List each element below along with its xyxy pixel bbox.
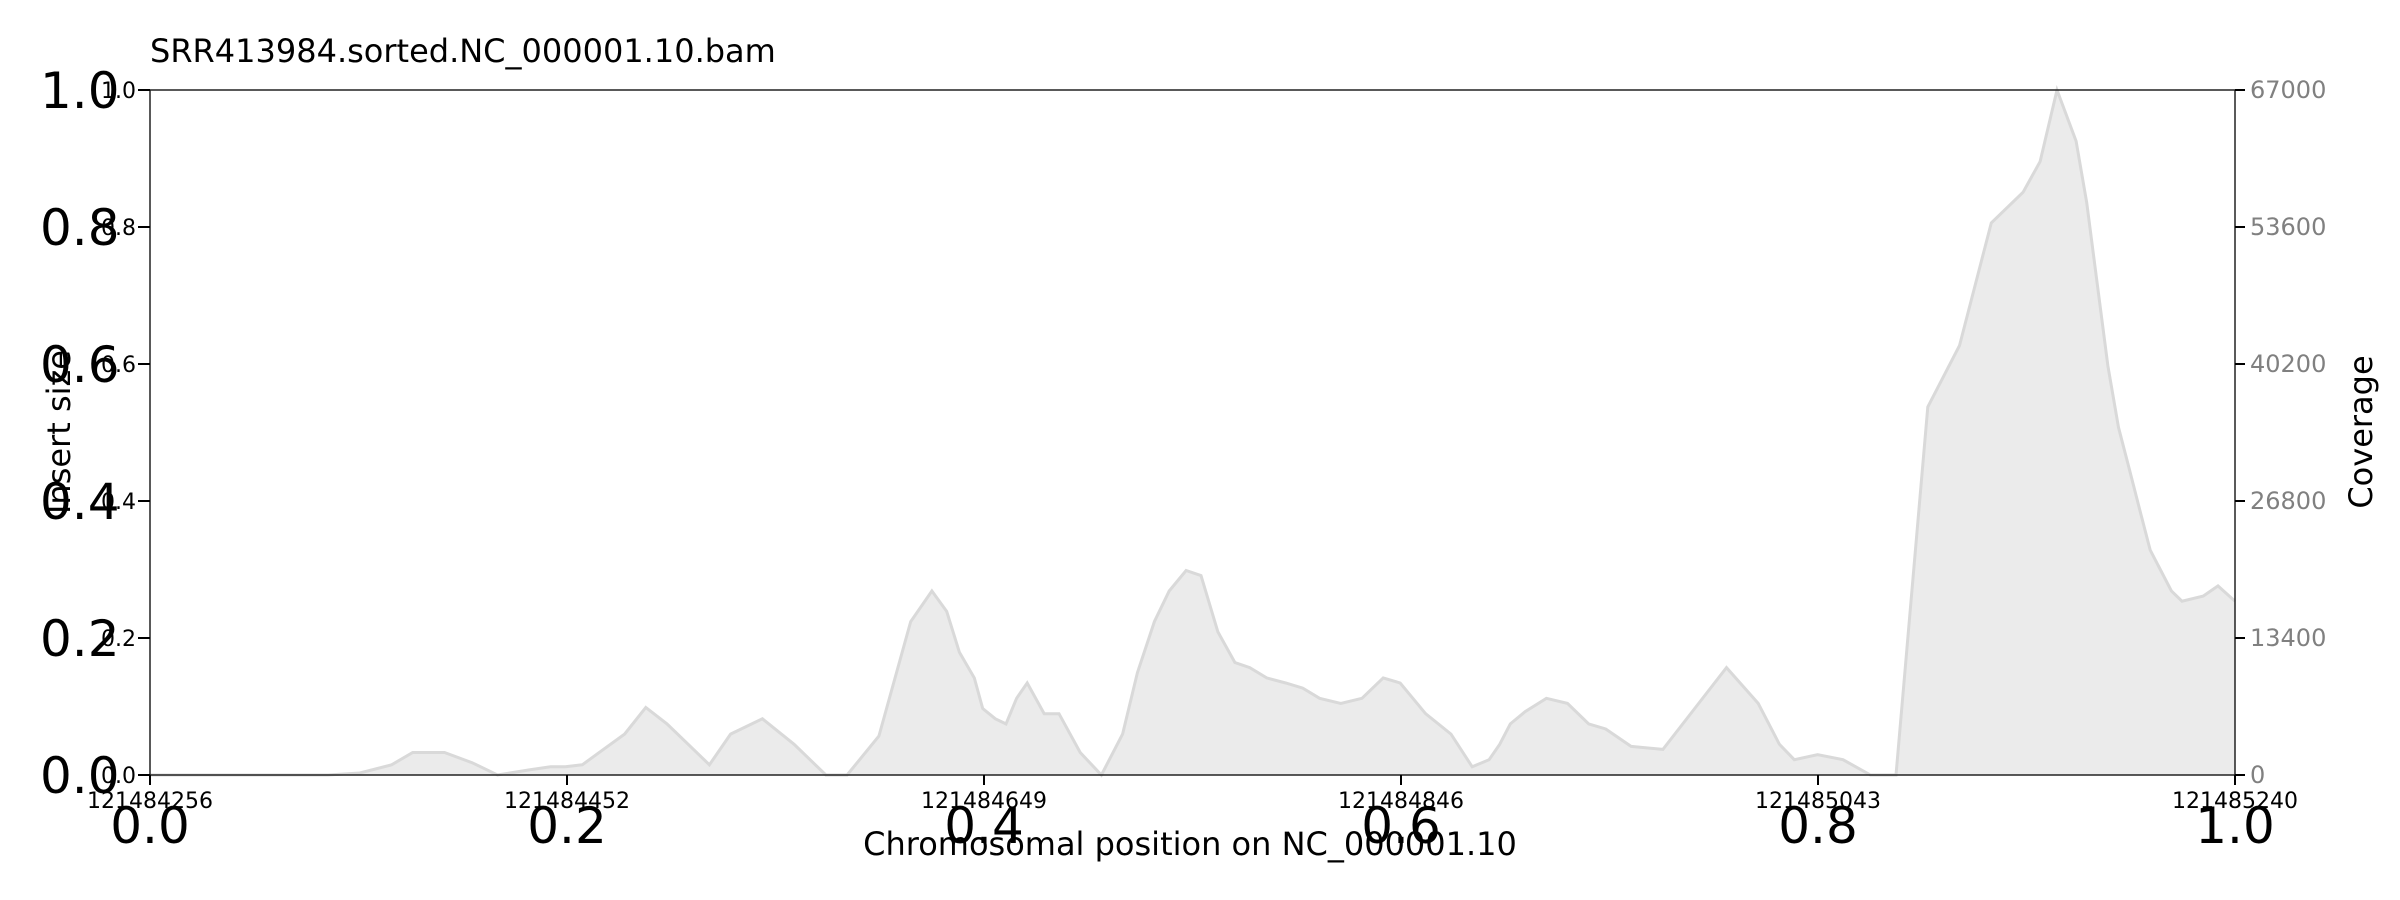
right-axis-ticks: 0 13400 26800 40200 53600 67000 xyxy=(2235,76,2326,789)
left-inner-tick-label: 0.8 xyxy=(101,216,136,241)
bottom-frac-tick-label: 0.6 xyxy=(1361,797,1441,855)
bottom-frac-tick-label: 0.0 xyxy=(110,797,190,855)
coverage-outline xyxy=(150,84,2237,778)
left-frac-tick-label: 0.8 xyxy=(40,199,120,257)
left-frac-tick-label: 0.0 xyxy=(40,747,120,805)
position-tick-label: 121485240 xyxy=(2172,789,2298,814)
position-tick-label: 121484846 xyxy=(1338,789,1464,814)
left-frac-tick-label: 1.0 xyxy=(40,62,120,120)
left-axis-label: Insert size xyxy=(40,350,78,514)
bottom-frac-tick-label: 0.4 xyxy=(944,797,1024,855)
position-tick-label: 121484649 xyxy=(921,789,1047,814)
left-inner-tick-label: 0.0 xyxy=(101,764,136,789)
left-frac-tick-label: 0.2 xyxy=(40,610,120,668)
position-tick-label: 121484256 xyxy=(87,789,213,814)
bottom-frac-tick-label: 0.2 xyxy=(527,797,607,855)
position-tick-label: 121484452 xyxy=(504,789,630,814)
right-tick-label: 40200 xyxy=(2250,350,2326,378)
position-tick-label: 121485043 xyxy=(1755,789,1881,814)
left-inner-tick-label: 0.6 xyxy=(101,353,136,378)
right-tick-label: 26800 xyxy=(2250,487,2326,515)
chart-title: SRR413984.sorted.NC_000001.10.bam xyxy=(150,32,776,70)
left-inner-tick-label: 0.2 xyxy=(101,627,136,652)
right-tick-label: 67000 xyxy=(2250,76,2326,104)
left-frac-tick-label: 0.6 xyxy=(40,336,120,394)
right-axis-label: Coverage xyxy=(2342,355,2380,508)
coverage-area xyxy=(150,90,2235,775)
coverage-area-group xyxy=(150,84,2237,778)
left-frac-tick-label: 0.4 xyxy=(40,473,120,531)
right-tick-label: 53600 xyxy=(2250,213,2326,241)
left-inner-tick-label: 0.4 xyxy=(101,490,136,515)
right-tick-label: 0 xyxy=(2250,761,2265,789)
right-tick-label: 13400 xyxy=(2250,624,2326,652)
x-axis-label: Chromosomal position on NC_000001.10 xyxy=(863,825,1517,863)
bottom-frac-tick-label: 0.8 xyxy=(1778,797,1858,855)
left-inner-tick-label: 1.0 xyxy=(101,79,136,104)
bottom-frac-tick-label: 1.0 xyxy=(2195,797,2275,855)
plot-frame xyxy=(149,89,2236,776)
left-axis-ticks: 0.0 0.2 0.4 0.6 0.8 1.0 0.0 0.2 0.4 0.6 0.8 1.0 xyxy=(40,62,150,805)
